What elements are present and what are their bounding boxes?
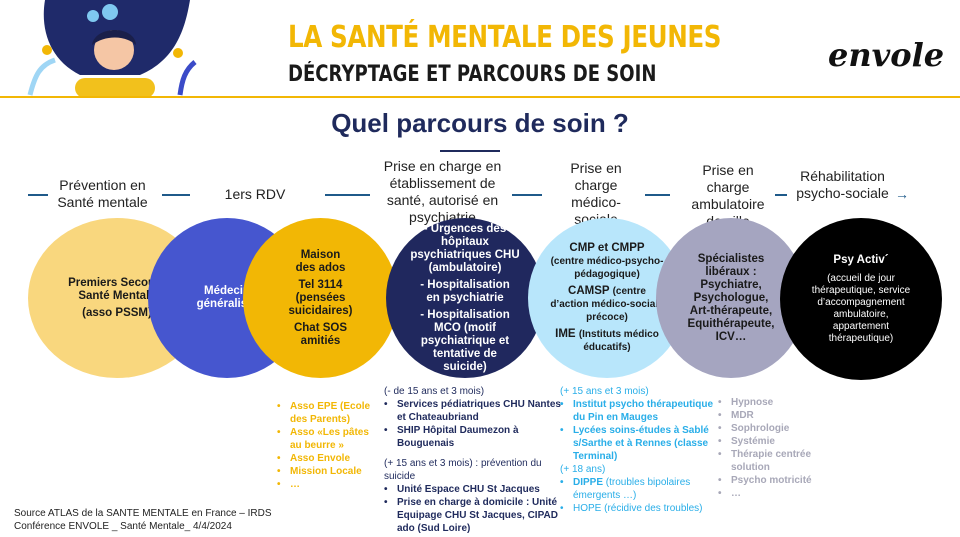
list-item: Unité Espace CHU St Jacques xyxy=(384,483,564,496)
list-item: Psycho motricité xyxy=(718,474,828,487)
circle-text: Maison des ados xyxy=(295,248,346,274)
list-item: HOPE (récidive des troubles) xyxy=(560,502,715,515)
timeline-dash xyxy=(512,194,542,196)
step-prevention: Prévention en Santé mentale xyxy=(57,177,148,210)
timeline-dash xyxy=(162,194,190,196)
circle-text: (asso PSSM) xyxy=(82,306,152,319)
timeline-dash xyxy=(775,194,787,196)
source-note: Source ATLAS de la SANTE MENTALE en Fran… xyxy=(14,507,272,533)
step-medico-social: Prise en charge médico-sociale xyxy=(570,160,622,227)
circle-text: Chat SOS amitiés xyxy=(293,321,348,347)
list-heading: (- de 15 ans et 3 mois) xyxy=(384,386,485,397)
heading-underline xyxy=(440,150,500,152)
list-item: Thérapie centrée solution xyxy=(718,448,828,474)
circle-text: CAMSP (centre d’action médico-sociale pr… xyxy=(550,285,664,323)
header-title: LA SANTÉ MENTALE DES JEUNES xyxy=(288,20,722,55)
circle-title: Psy Activ´ xyxy=(833,253,889,266)
step-first-appointment: 1ers RDV xyxy=(224,186,286,202)
list-item: Lycées soins-études à Sablé s/Sarthe et … xyxy=(560,424,715,463)
list-item: Asso Envole xyxy=(277,452,377,465)
list-item: Prise en charge à domicile : Unité Equip… xyxy=(384,496,564,535)
circle-text: Premiers Secours Santé Mentale xyxy=(68,276,166,302)
list-item: Institut psycho thérapeutique du Pin en … xyxy=(560,398,715,424)
source-line: Source ATLAS de la SANTE MENTALE en Fran… xyxy=(14,508,272,519)
list-heading: (+ 18 ans) xyxy=(560,464,606,475)
header-illustration xyxy=(10,0,210,98)
timeline-dash xyxy=(325,194,370,196)
timeline-dash xyxy=(645,194,670,196)
circle-text: - Hospitalisation MCO (motif psychiatriq… xyxy=(420,308,510,373)
list-item: MDR xyxy=(718,409,828,422)
circle-medico-social: CMP et CMPP (centre médico-psycho-pédagog… xyxy=(528,218,686,378)
list-heading: (+ 15 ans et 3 mois) xyxy=(560,386,649,397)
source-line: Conférence ENVOLE _ Santé Mentale_ 4/4/2… xyxy=(14,521,232,532)
circle-text: Tel 3114 (pensées suicidaires) xyxy=(288,278,353,317)
circle-text: Spécialistes libéraux : Psychiatre, Psyc… xyxy=(687,252,775,343)
list-item: … xyxy=(718,487,828,500)
step-rehabilitation: Réhabilitation psycho-sociale xyxy=(796,168,889,201)
header-subtitle: DÉCRYPTAGE ET PARCOURS DE SOIN xyxy=(288,62,657,87)
list-heading: (+ 15 ans et 3 mois) : prévention du sui… xyxy=(384,458,542,482)
list-item: Asso «Les pâtes au beurre » xyxy=(277,426,377,452)
list-item: … xyxy=(277,478,377,491)
circle-text: Médecin généraliste xyxy=(196,285,258,310)
list-item: Asso EPE (Ecole des Parents) xyxy=(277,400,377,426)
circle-first-contact: Maison des ados Tel 3114 (pensées suicida… xyxy=(243,218,398,378)
circle-text: (accueil de jour thérapeutique, service … xyxy=(811,272,911,344)
step-hospital: Prise en charge en établissement de sant… xyxy=(383,158,502,225)
circle-text: CMP et CMPP (centre médico-psycho-pédagog… xyxy=(550,242,664,280)
medico-social-list: (+ 15 ans et 3 mois) Institut psycho thé… xyxy=(560,385,715,515)
circle-rehabilitation: Psy Activ´ (accueil de jour thérapeutique… xyxy=(780,218,942,380)
circle-text: - Urgences des hôpitaux psychiatriques C… xyxy=(410,222,520,274)
hospital-list: (- de 15 ans et 3 mois) Services pédiatr… xyxy=(384,385,564,535)
ambulatory-list: HypnoseMDRSophrologieSystémieThérapie ce… xyxy=(718,396,828,500)
circle-text: IME (Instituts médico éducatifs) xyxy=(555,328,659,353)
envole-logo: envole xyxy=(828,36,945,74)
list-item: Hypnose xyxy=(718,396,828,409)
circle-text: - Hospitalisation en psychiatrie xyxy=(420,278,510,304)
prevention-list: Asso EPE (Ecole des Parents)Asso «Les pâ… xyxy=(277,400,377,491)
list-item: DIPPE (troubles bipolaires émergents …) xyxy=(560,476,715,502)
header-divider xyxy=(0,96,960,98)
timeline-dash xyxy=(28,194,48,196)
list-item: SHIP Hôpital Daumezon à Bouguenais xyxy=(384,424,564,450)
list-item: Services pédiatriques CHU Nantes et Chat… xyxy=(384,398,564,424)
list-item: Mission Locale xyxy=(277,465,377,478)
list-item: Systémie xyxy=(718,435,828,448)
arrow-right-icon: → xyxy=(895,186,909,202)
circle-hospital: - Urgences des hôpitaux psychiatriques C… xyxy=(386,218,544,378)
page-heading: Quel parcours de soin ? xyxy=(331,108,629,138)
list-item: Sophrologie xyxy=(718,422,828,435)
